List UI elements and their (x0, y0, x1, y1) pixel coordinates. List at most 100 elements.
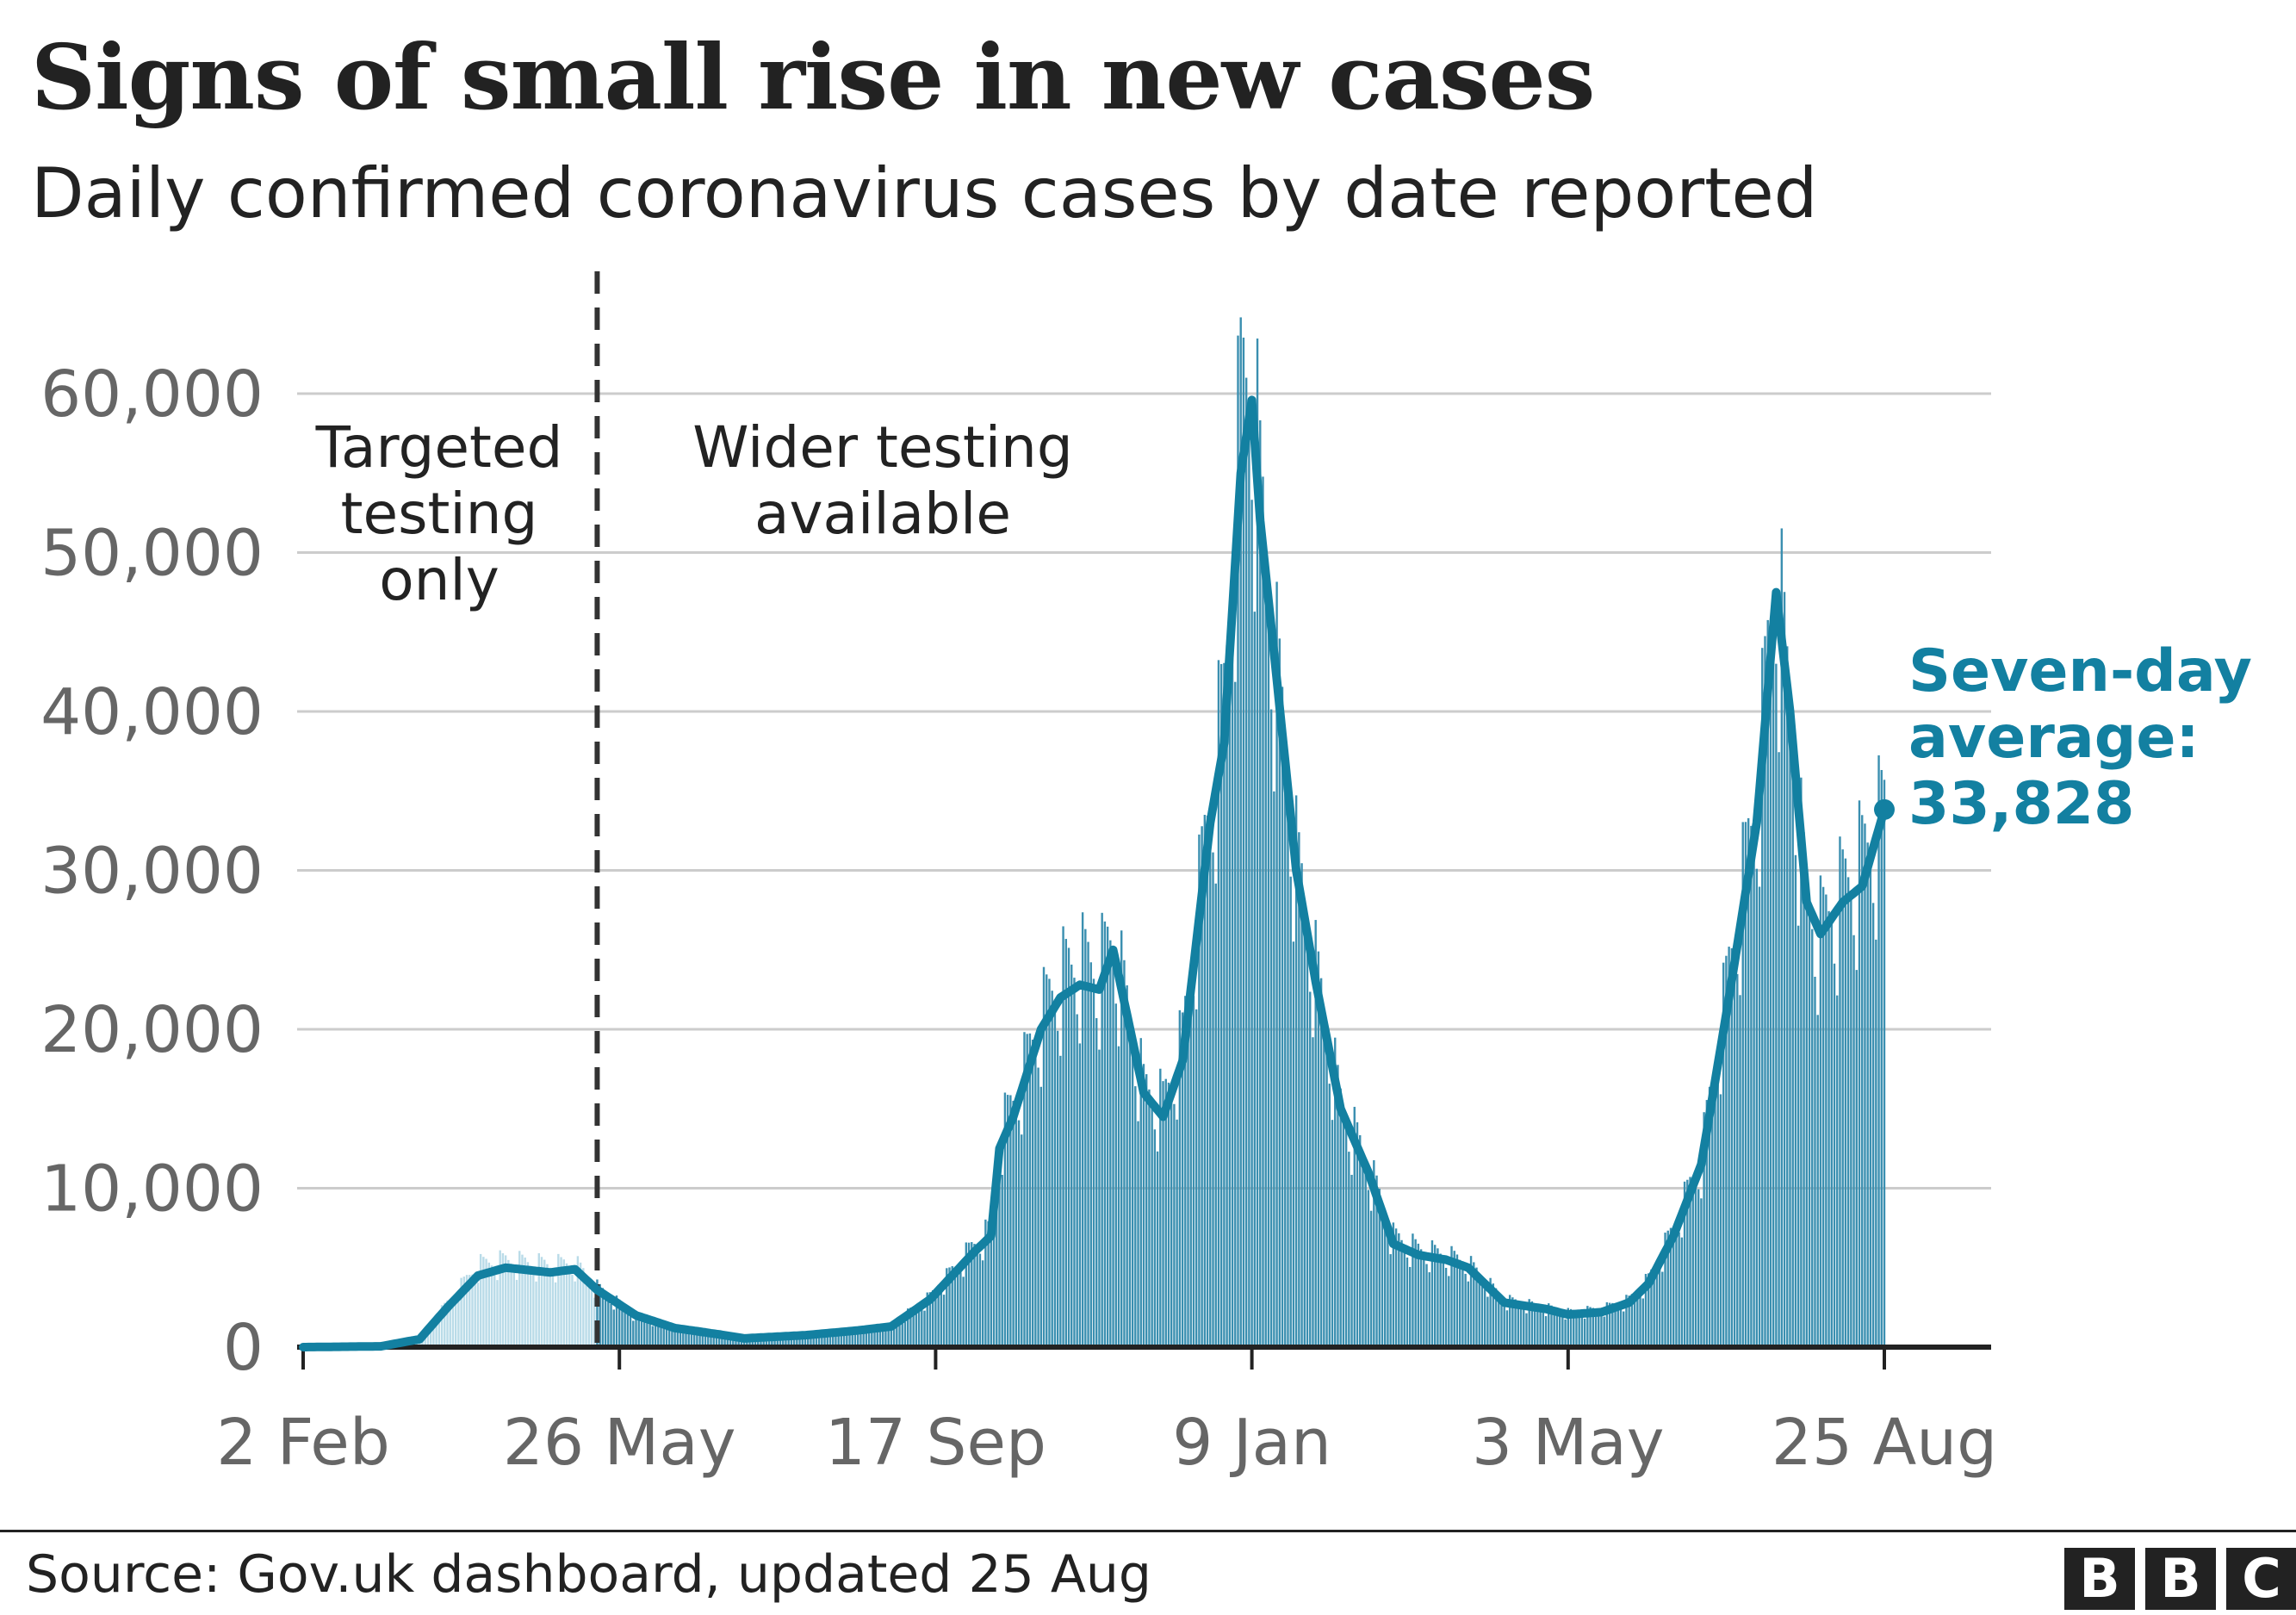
daily-bar (821, 1333, 823, 1347)
daily-bar (1006, 1095, 1009, 1347)
daily-bar (1511, 1297, 1514, 1347)
daily-bar (792, 1333, 796, 1347)
daily-bar (1375, 1175, 1378, 1347)
daily-bar (1821, 886, 1825, 1347)
daily-bar (1319, 978, 1323, 1347)
daily-bar (1764, 636, 1766, 1347)
daily-bar (1864, 823, 1866, 1347)
x-tick-label: 9 Jan (1172, 1406, 1331, 1480)
daily-bar (1337, 1065, 1339, 1347)
daily-bar (446, 1300, 449, 1347)
daily-bar (1306, 935, 1309, 1347)
daily-bar (828, 1330, 832, 1347)
end-point-marker (1874, 798, 1895, 820)
daily-bar (1070, 964, 1073, 1347)
daily-bar (865, 1332, 868, 1347)
daily-bar (526, 1262, 530, 1347)
daily-bar (906, 1308, 909, 1347)
daily-bar (840, 1332, 843, 1347)
daily-bar (1228, 624, 1232, 1347)
daily-bar (1244, 377, 1248, 1347)
daily-bar (901, 1320, 903, 1347)
annotation-targeted-testing: Targeted (315, 414, 563, 481)
daily-bar (1844, 858, 1847, 1347)
daily-bar (1412, 1233, 1414, 1347)
daily-bar (451, 1297, 455, 1347)
seven-day-average-line (299, 395, 1889, 1351)
logo-letter: B (2145, 1548, 2216, 1610)
daily-bar (1473, 1262, 1475, 1347)
daily-bar (1242, 337, 1245, 1347)
daily-bar (1630, 1294, 1634, 1347)
x-axis: 2 Feb 26 May 17 Sep 9 Jan 3 May 25 Aug (216, 1345, 1997, 1480)
daily-bar (1323, 1010, 1325, 1347)
daily-bar (1498, 1294, 1500, 1347)
daily-bar (1461, 1264, 1464, 1347)
annotation-targeted-testing: only (379, 547, 500, 613)
daily-bar (726, 1337, 729, 1347)
daily-bar (1672, 1227, 1675, 1347)
daily-bar (1783, 592, 1786, 1347)
daily-bar (746, 1339, 748, 1347)
daily-bar (532, 1274, 535, 1347)
daily-bar (1528, 1299, 1530, 1347)
daily-bar (1539, 1308, 1542, 1347)
daily-bar (1278, 638, 1281, 1347)
daily-bar (848, 1328, 851, 1347)
daily-bar (1292, 941, 1295, 1347)
daily-bar (1544, 1316, 1548, 1347)
daily-bar (978, 1253, 982, 1347)
daily-bar (1259, 419, 1262, 1348)
daily-bar (565, 1263, 568, 1347)
daily-bar (912, 1306, 915, 1347)
daily-bar (1095, 1018, 1098, 1347)
daily-bar (1059, 1055, 1062, 1347)
daily-bar (1846, 877, 1850, 1347)
daily-bar (846, 1334, 848, 1347)
daily-bar (1334, 1037, 1337, 1347)
daily-bar (501, 1253, 505, 1347)
daily-bar (962, 1276, 965, 1347)
daily-bar (615, 1295, 618, 1347)
daily-bar (621, 1302, 624, 1347)
daily-bar (1567, 1308, 1569, 1347)
daily-bar (712, 1332, 715, 1347)
daily-bar (604, 1293, 607, 1347)
daily-bar (887, 1322, 890, 1347)
daily-bar (1730, 947, 1734, 1347)
y-tick-label: 20,000 (40, 993, 264, 1067)
daily-bar (732, 1334, 735, 1347)
daily-bar (1389, 1254, 1392, 1347)
daily-bar (1705, 1100, 1709, 1347)
daily-bar (651, 1326, 655, 1347)
daily-bar (1514, 1299, 1517, 1347)
daily-bar (1500, 1298, 1503, 1347)
daily-bar (1444, 1267, 1448, 1347)
daily-bar (1580, 1315, 1584, 1347)
daily-bar (1017, 1120, 1021, 1347)
daily-bar (1142, 1064, 1145, 1347)
daily-bar (629, 1316, 632, 1347)
daily-bar (940, 1292, 943, 1347)
daily-bar (1001, 1174, 1003, 1347)
daily-bar (1053, 999, 1057, 1347)
daily-bar (1819, 875, 1822, 1347)
daily-bar (1234, 681, 1237, 1347)
daily-bar (973, 1244, 976, 1347)
daily-bar (642, 1317, 646, 1347)
daily-bar (632, 1320, 635, 1347)
daily-bar (1648, 1273, 1650, 1347)
daily-bar (479, 1253, 482, 1347)
daily-bar (587, 1280, 590, 1347)
daily-bar (1195, 1009, 1198, 1347)
daily-bar (798, 1334, 801, 1347)
daily-bar (1344, 1122, 1348, 1347)
daily-bar (1658, 1269, 1661, 1347)
daily-bar (1109, 940, 1112, 1347)
daily-bar (515, 1279, 518, 1347)
daily-bar (529, 1265, 532, 1347)
daily-bar (1830, 923, 1833, 1347)
daily-bar (1744, 822, 1747, 1347)
daily-bar (1741, 822, 1744, 1347)
daily-bar (884, 1330, 887, 1347)
